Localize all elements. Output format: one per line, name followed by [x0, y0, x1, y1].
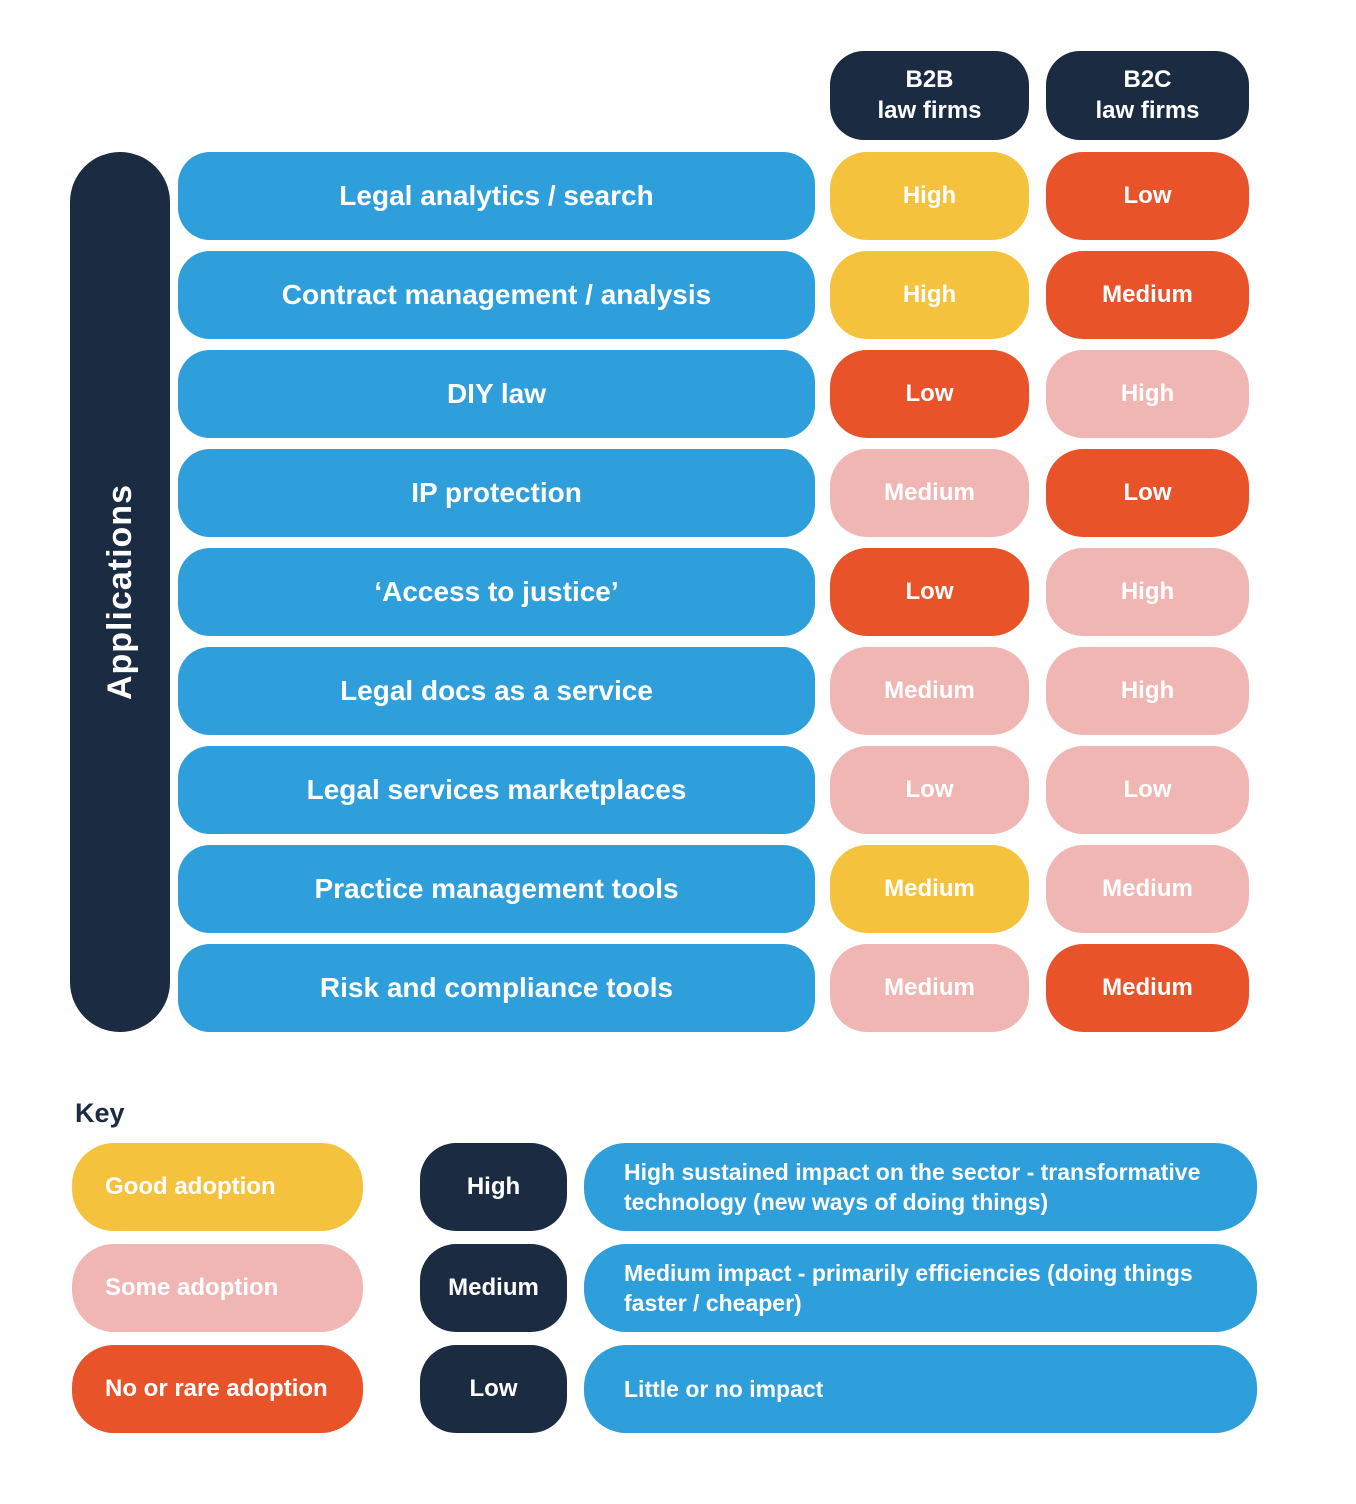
b2c-rating-pill: Low: [1046, 449, 1249, 537]
application-pill: Legal analytics / search: [178, 152, 815, 240]
key-impact-low-description: Little or no impact: [624, 1375, 824, 1402]
b2c-rating-pill: High: [1046, 548, 1249, 636]
key-legend: Good adoption High High sustained impact…: [72, 1143, 1257, 1433]
key-adoption-rare-pill: No or rare adoption: [72, 1345, 363, 1433]
key-impact-medium-pill: Medium: [420, 1244, 567, 1332]
column-header-b2c: B2C law firms: [1046, 51, 1249, 140]
application-pill: Legal services marketplaces: [178, 746, 815, 834]
application-pill: Contract management / analysis: [178, 251, 815, 339]
application-pill: Practice management tools: [178, 845, 815, 933]
b2c-rating-pill: Medium: [1046, 944, 1249, 1032]
b2b-rating-pill: Low: [830, 350, 1029, 438]
application-pill: DIY law: [178, 350, 815, 438]
b2c-rating-pill: Medium: [1046, 251, 1249, 339]
key-impact-low-description-pill: Little or no impact: [584, 1345, 1257, 1433]
application-pill: Legal docs as a service: [178, 647, 815, 735]
b2b-rating-pill: Medium: [830, 845, 1029, 933]
key-impact-high-description-pill: High sustained impact on the sector - tr…: [584, 1143, 1257, 1231]
key-impact-high-pill: High: [420, 1143, 567, 1231]
b2c-rating-pill: Low: [1046, 746, 1249, 834]
b2b-rating-pill: High: [830, 152, 1029, 240]
application-pill: Risk and compliance tools: [178, 944, 815, 1032]
b2b-rating-pill: High: [830, 251, 1029, 339]
b2b-rating-pill: Medium: [830, 944, 1029, 1032]
key-impact-medium-description-pill: Medium impact - primarily efficiencies (…: [584, 1244, 1257, 1332]
key-adoption-some-pill: Some adoption: [72, 1244, 363, 1332]
key-title: Key: [75, 1098, 125, 1128]
key-impact-high-description: High sustained impact on the sector - tr…: [624, 1158, 1201, 1215]
application-pill: ‘Access to justice’: [178, 548, 815, 636]
applications-axis-label: Applications: [100, 483, 139, 701]
adoption-matrix: B2B law firms B2C law firms Applications…: [70, 51, 1249, 1032]
b2b-rating-pill: Medium: [830, 449, 1029, 537]
column-header-b2b: B2B law firms: [830, 51, 1029, 140]
key-impact-medium-description: Medium impact - primarily efficiencies (…: [624, 1259, 1193, 1316]
application-pill: IP protection: [178, 449, 815, 537]
b2b-rating-pill: Low: [830, 548, 1029, 636]
b2c-rating-pill: Medium: [1046, 845, 1249, 933]
key-adoption-good-pill: Good adoption: [72, 1143, 363, 1231]
b2c-rating-pill: High: [1046, 350, 1249, 438]
b2b-rating-pill: Medium: [830, 647, 1029, 735]
b2c-rating-pill: Low: [1046, 152, 1249, 240]
applications-axis: Applications: [70, 152, 170, 1032]
b2b-rating-pill: Low: [830, 746, 1029, 834]
key-impact-low-pill: Low: [420, 1345, 567, 1433]
b2c-rating-pill: High: [1046, 647, 1249, 735]
